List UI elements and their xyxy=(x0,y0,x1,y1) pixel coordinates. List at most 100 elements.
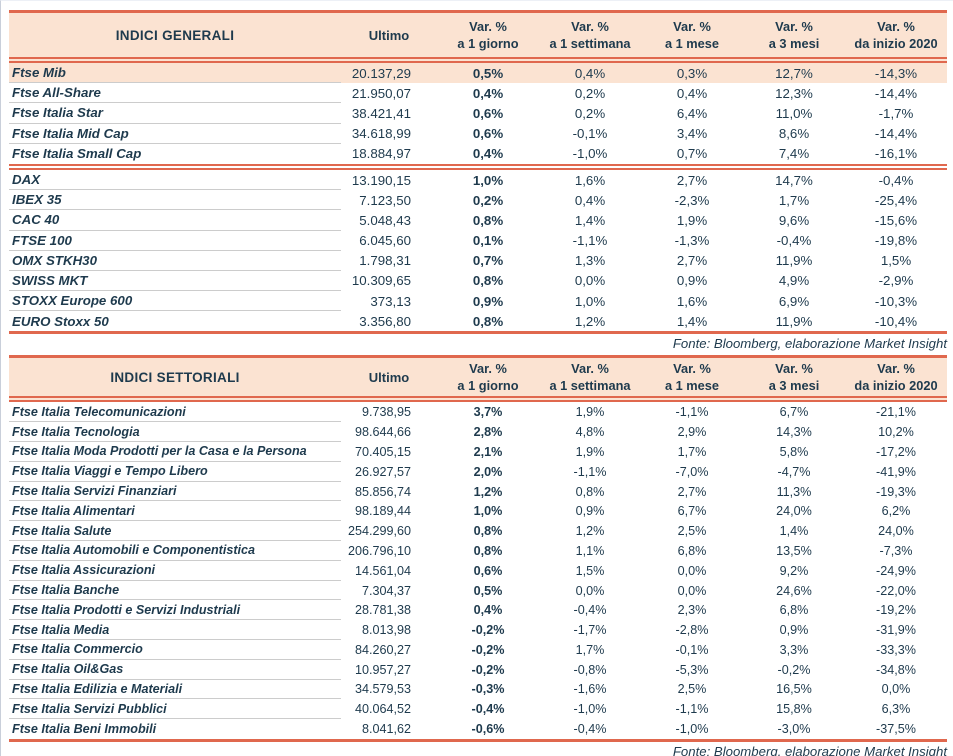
var-percent-value: 2,7% xyxy=(676,253,708,269)
var-percent-value: -1,0% xyxy=(572,146,608,162)
ultimo-value: 40.064,52 xyxy=(354,702,411,717)
var-percent-value: 0,6% xyxy=(473,563,503,578)
table-row: Ftse Italia Moda Prodotti per la Casa e … xyxy=(9,442,947,462)
var-percent-value: -21,1% xyxy=(876,405,916,420)
var-percent-value: 15,8% xyxy=(776,702,812,717)
var-percent-value: -1,3% xyxy=(674,233,710,249)
var-percent-value: -0,4% xyxy=(878,172,914,188)
index-label: Ftse Italia Beni Immobili xyxy=(12,722,157,737)
index-label: Ftse All-Share xyxy=(9,83,341,104)
var-percent-value: -14,4% xyxy=(874,126,918,142)
var-percent-value: -3,0% xyxy=(777,722,811,737)
var-percent-value: 6,8% xyxy=(779,603,809,618)
var-percent-value: -1,1% xyxy=(675,702,709,717)
var-percent-value: -0,8% xyxy=(573,662,607,677)
table-row: Ftse Italia Salute 254.299,60 0,8% 1,2% 2,5%… xyxy=(9,521,947,542)
table-row: Ftse Italia Viaggi e Tempo Libero 26.927,… xyxy=(9,462,947,482)
column-header-var-1-giorno: Var. % a 1 giorno xyxy=(457,19,519,51)
table-title: INDICI SETTORIALI xyxy=(110,369,240,385)
ultimo-value: 3.356,80 xyxy=(359,313,411,329)
var-percent-value: 0,9% xyxy=(779,623,809,638)
table-row: FTSE 100 6.045,60 0,1% -1,1% -1,3% -0,4% -19,8… xyxy=(9,231,947,251)
index-label: STOXX Europe 600 xyxy=(9,291,341,312)
index-label: Ftse Italia Oil&Gas xyxy=(9,660,341,680)
column-header-var-1-mese: Var. % a 1 mese xyxy=(664,361,720,394)
var-percent-value: 1,9% xyxy=(575,405,605,420)
var-percent-value: -34,8% xyxy=(876,662,916,677)
index-label: Ftse Italia Viaggi e Tempo Libero xyxy=(9,462,341,482)
var-percent-value: -0,6% xyxy=(471,722,505,737)
var-percent-value: 0,7% xyxy=(472,253,504,269)
table-row: Ftse Italia Tecnologia 98.644,66 2,8% 4,8% 2… xyxy=(9,422,947,443)
var-percent-value: 14,7% xyxy=(775,172,813,188)
var-percent-value: 0,4% xyxy=(472,85,504,101)
ultimo-value: 85.856,74 xyxy=(354,484,411,499)
index-label: Ftse Italia Salute xyxy=(9,521,341,542)
ultimo-value: 20.137,29 xyxy=(351,65,411,81)
ultimo-value: 34.579,53 xyxy=(354,682,411,697)
column-header-var-3-mesi: Var. % a 3 mesi xyxy=(768,19,820,51)
var-percent-value: 0,4% xyxy=(676,85,708,101)
var-percent-value: -33,3% xyxy=(876,642,916,657)
table-row: Ftse Italia Media 8.013,98 -0,2% -1,7% -2,8%… xyxy=(9,620,947,640)
var-percent-value: -22,0% xyxy=(876,583,916,598)
table-section-sector-indices: Ftse Italia Telecomunicazioni 9.738,95 3,7… xyxy=(9,402,947,739)
var-percent-value: 13,5% xyxy=(776,543,812,558)
var-percent-value: 0,2% xyxy=(472,192,504,208)
column-header-var-1-settimana: Var. % a 1 settimana xyxy=(549,361,631,394)
var-percent-value: 0,0% xyxy=(574,273,606,289)
var-percent-value: -14,4% xyxy=(874,85,918,101)
ultimo-value: 18.884,97 xyxy=(351,146,411,162)
var-percent-value: 1,9% xyxy=(575,444,605,459)
var-percent-value: 2,7% xyxy=(677,484,707,499)
var-percent-value: 6,9% xyxy=(778,293,810,309)
var-percent-value: 11,3% xyxy=(776,484,812,499)
indici-settoriali-table: INDICI SETTORIALI Ultimo Var. % a 1 gior… xyxy=(9,355,947,742)
var-percent-value: 0,8% xyxy=(473,524,503,539)
var-percent-value: 4,9% xyxy=(778,273,810,289)
source-note: Fonte: Bloomberg, elaborazione Market In… xyxy=(672,743,947,756)
var-percent-value: -2,9% xyxy=(878,273,914,289)
ultimo-value: 38.421,41 xyxy=(351,105,411,121)
ultimo-value: 7.304,37 xyxy=(361,583,411,598)
var-percent-value: 1,7% xyxy=(677,444,707,459)
var-percent-value: 9,6% xyxy=(778,212,810,228)
var-percent-value: -1,0% xyxy=(675,722,709,737)
var-percent-value: -0,2% xyxy=(471,642,505,657)
var-percent-value: -0,4% xyxy=(573,603,607,618)
var-percent-value: 0,1% xyxy=(472,233,504,249)
var-percent-value: 11,9% xyxy=(775,313,813,329)
var-percent-value: 0,4% xyxy=(574,65,606,81)
var-percent-value: 0,0% xyxy=(677,583,707,598)
index-label: Ftse Mib xyxy=(9,63,341,84)
table-row: Ftse Italia Small Cap 18.884,97 0,4% -1,0% 0… xyxy=(9,144,947,164)
table-header: INDICI SETTORIALI Ultimo Var. % a 1 gior… xyxy=(9,358,947,403)
var-percent-value: 0,4% xyxy=(574,192,606,208)
var-percent-value: 0,7% xyxy=(676,146,708,162)
var-percent-value: -1,1% xyxy=(572,233,608,249)
column-header-var-1-settimana: Var. % a 1 settimana xyxy=(549,19,631,51)
ultimo-value: 9.738,95 xyxy=(361,405,411,420)
var-percent-value: 4,8% xyxy=(575,425,605,440)
var-percent-value: 1,2% xyxy=(574,313,606,329)
var-percent-value: 10,2% xyxy=(878,425,914,440)
index-label: SWISS MKT xyxy=(9,271,341,292)
var-percent-value: -0,4% xyxy=(776,233,812,249)
var-percent-value: -2,3% xyxy=(674,192,710,208)
var-percent-value: 3,4% xyxy=(676,126,708,142)
var-percent-value: 7,4% xyxy=(778,146,810,162)
var-percent-value: 0,9% xyxy=(676,273,708,289)
var-percent-value: -0,4% xyxy=(471,702,505,717)
var-percent-value: -14,3% xyxy=(874,65,918,81)
var-percent-value: 1,4% xyxy=(779,524,809,539)
var-percent-value: 1,0% xyxy=(473,504,503,519)
var-percent-value: 2,3% xyxy=(677,603,707,618)
var-percent-value: -0,2% xyxy=(471,662,505,677)
source-note: Fonte: Bloomberg, elaborazione Market In… xyxy=(672,336,947,352)
var-percent-value: -0,2% xyxy=(471,623,505,638)
var-percent-value: 0,5% xyxy=(472,65,504,81)
table-row: Ftse Italia Telecomunicazioni 9.738,95 3,7… xyxy=(9,402,947,423)
ultimo-value: 206.796,10 xyxy=(347,543,411,558)
var-percent-value: -1,6% xyxy=(573,682,607,697)
column-header-ultimo: Ultimo xyxy=(368,27,410,43)
